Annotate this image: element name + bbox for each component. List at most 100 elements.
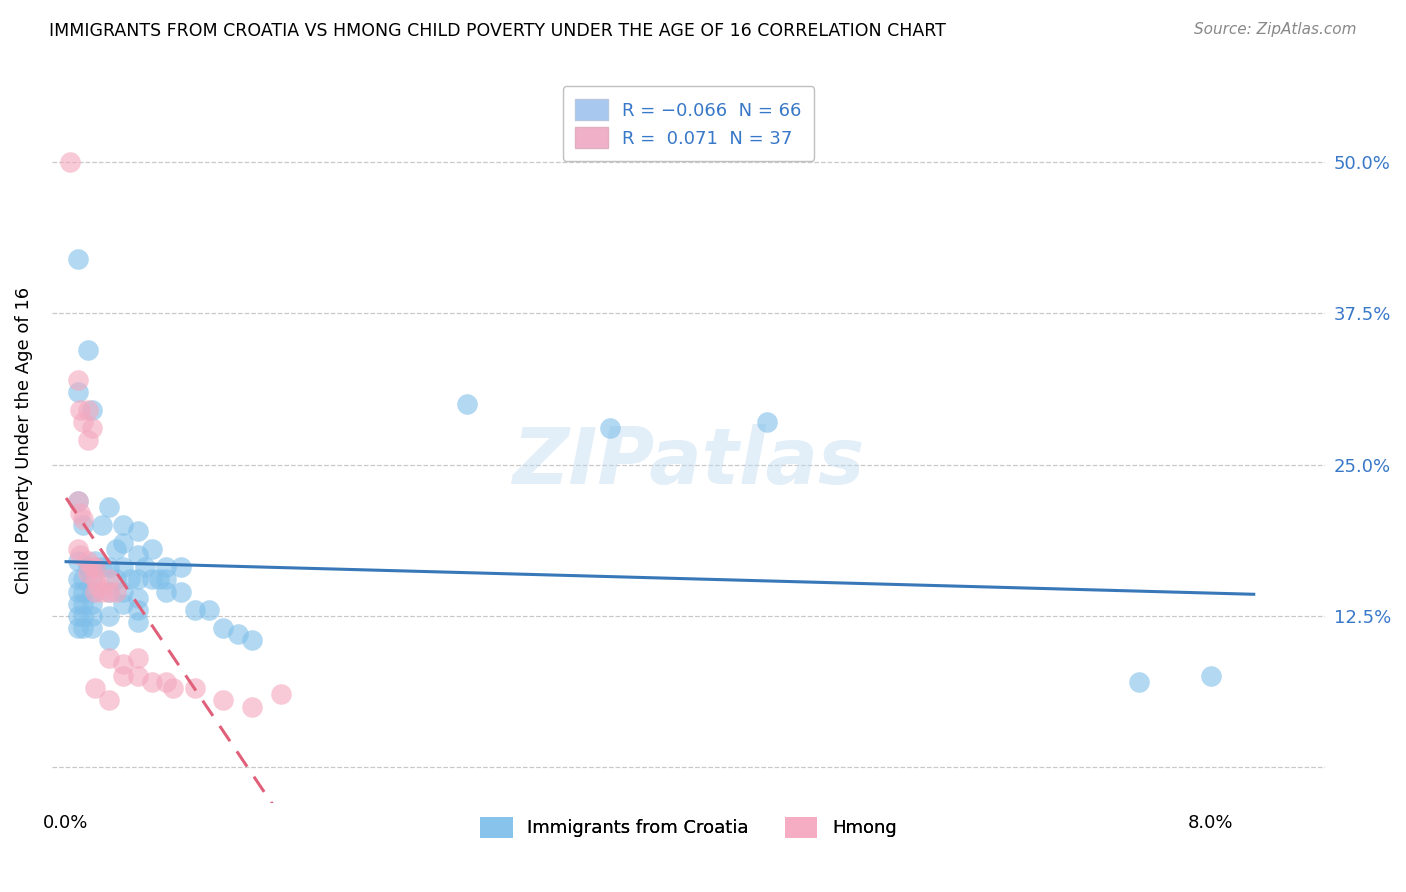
- Point: [155, 573, 177, 587]
- Point: [72, 573, 94, 587]
- Point: [127, 615, 149, 629]
- Point: [72, 584, 94, 599]
- Point: [80, 584, 103, 599]
- Point: [69, 506, 91, 520]
- Point: [72, 518, 94, 533]
- Point: [66, 597, 89, 611]
- Point: [76, 343, 98, 357]
- Point: [66, 493, 89, 508]
- Point: [127, 573, 149, 587]
- Point: [66, 542, 89, 557]
- Point: [80, 421, 103, 435]
- Point: [86, 578, 108, 592]
- Point: [127, 603, 149, 617]
- Point: [90, 560, 112, 574]
- Point: [66, 584, 89, 599]
- Point: [212, 693, 235, 707]
- Point: [80, 597, 103, 611]
- Point: [112, 657, 135, 672]
- Point: [134, 560, 156, 574]
- Point: [76, 554, 98, 568]
- Point: [141, 542, 163, 557]
- Point: [98, 584, 121, 599]
- Point: [76, 434, 98, 448]
- Point: [226, 627, 249, 641]
- Point: [83, 560, 105, 574]
- Point: [127, 591, 149, 605]
- Y-axis label: Child Poverty Under the Age of 16: Child Poverty Under the Age of 16: [15, 287, 32, 594]
- Point: [66, 608, 89, 623]
- Point: [1199, 669, 1222, 683]
- Point: [98, 651, 121, 665]
- Point: [141, 573, 163, 587]
- Point: [184, 681, 207, 696]
- Point: [105, 573, 128, 587]
- Point: [80, 560, 103, 574]
- Point: [69, 403, 91, 417]
- Point: [72, 597, 94, 611]
- Point: [120, 573, 142, 587]
- Point: [169, 584, 191, 599]
- Point: [155, 560, 177, 574]
- Point: [105, 584, 128, 599]
- Text: IMMIGRANTS FROM CROATIA VS HMONG CHILD POVERTY UNDER THE AGE OF 16 CORRELATION C: IMMIGRANTS FROM CROATIA VS HMONG CHILD P…: [49, 22, 946, 40]
- Point: [80, 573, 103, 587]
- Point: [98, 693, 121, 707]
- Point: [72, 512, 94, 526]
- Point: [127, 549, 149, 563]
- Point: [112, 518, 135, 533]
- Point: [240, 632, 263, 647]
- Point: [184, 603, 207, 617]
- Point: [76, 560, 98, 574]
- Point: [112, 669, 135, 683]
- Point: [83, 554, 105, 568]
- Point: [127, 524, 149, 538]
- Point: [599, 421, 621, 435]
- Point: [66, 373, 89, 387]
- Point: [66, 493, 89, 508]
- Point: [83, 584, 105, 599]
- Point: [98, 584, 121, 599]
- Point: [80, 608, 103, 623]
- Point: [72, 415, 94, 429]
- Point: [141, 675, 163, 690]
- Point: [169, 560, 191, 574]
- Point: [127, 669, 149, 683]
- Point: [212, 621, 235, 635]
- Point: [76, 566, 98, 581]
- Point: [270, 687, 292, 701]
- Point: [112, 536, 135, 550]
- Point: [456, 397, 478, 411]
- Point: [756, 415, 779, 429]
- Point: [59, 155, 82, 169]
- Point: [90, 518, 112, 533]
- Point: [98, 608, 121, 623]
- Point: [112, 597, 135, 611]
- Point: [80, 403, 103, 417]
- Point: [66, 554, 89, 568]
- Point: [198, 603, 221, 617]
- Point: [83, 681, 105, 696]
- Point: [98, 632, 121, 647]
- Point: [112, 584, 135, 599]
- Point: [240, 699, 263, 714]
- Point: [83, 560, 105, 574]
- Point: [66, 384, 89, 399]
- Point: [66, 252, 89, 266]
- Point: [98, 573, 121, 587]
- Point: [76, 403, 98, 417]
- Point: [69, 549, 91, 563]
- Point: [127, 651, 149, 665]
- Point: [1128, 675, 1150, 690]
- Point: [66, 621, 89, 635]
- Point: [155, 584, 177, 599]
- Point: [98, 500, 121, 514]
- Point: [148, 573, 170, 587]
- Point: [80, 621, 103, 635]
- Point: [90, 584, 112, 599]
- Point: [155, 675, 177, 690]
- Point: [66, 573, 89, 587]
- Point: [105, 542, 128, 557]
- Point: [83, 573, 105, 587]
- Point: [72, 608, 94, 623]
